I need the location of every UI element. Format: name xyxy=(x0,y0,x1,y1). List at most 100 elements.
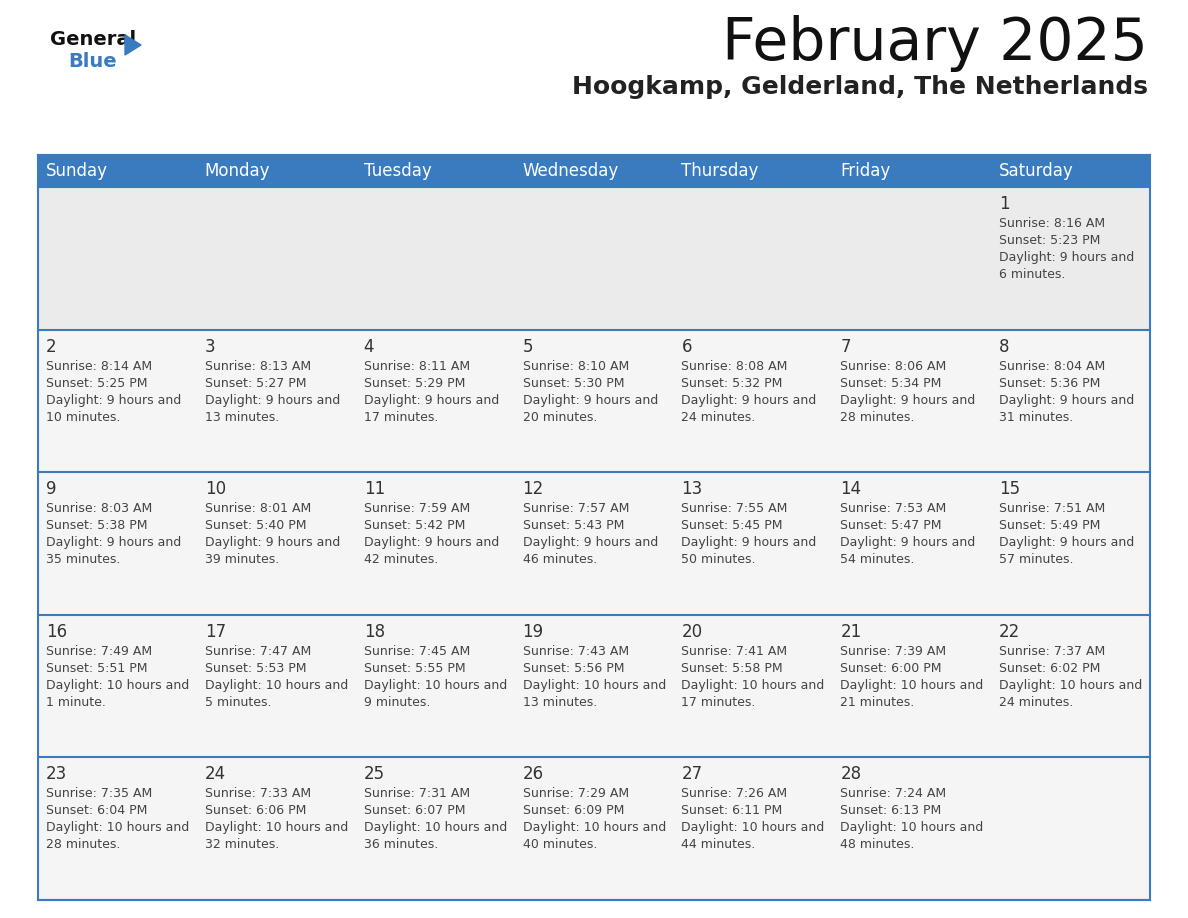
Text: Daylight: 9 hours and: Daylight: 9 hours and xyxy=(840,536,975,549)
Text: 9: 9 xyxy=(46,480,57,498)
Text: Daylight: 9 hours and: Daylight: 9 hours and xyxy=(840,394,975,407)
Bar xyxy=(38,155,1150,187)
Bar xyxy=(674,615,833,757)
Text: Daylight: 9 hours and: Daylight: 9 hours and xyxy=(46,394,182,407)
Text: Sunset: 5:38 PM: Sunset: 5:38 PM xyxy=(46,520,147,532)
Text: 13 minutes.: 13 minutes. xyxy=(523,696,596,709)
Text: Daylight: 9 hours and: Daylight: 9 hours and xyxy=(46,536,182,549)
Text: Sunset: 6:00 PM: Sunset: 6:00 PM xyxy=(840,662,942,675)
Text: Daylight: 10 hours and: Daylight: 10 hours and xyxy=(364,822,507,834)
Text: Sunrise: 7:47 AM: Sunrise: 7:47 AM xyxy=(204,644,311,658)
Text: 46 minutes.: 46 minutes. xyxy=(523,554,596,566)
Text: Saturday: Saturday xyxy=(999,162,1074,180)
Bar xyxy=(355,757,514,900)
Bar xyxy=(38,757,197,900)
Text: Sunset: 5:58 PM: Sunset: 5:58 PM xyxy=(682,662,783,675)
Text: Sunset: 5:32 PM: Sunset: 5:32 PM xyxy=(682,376,783,389)
Text: 14: 14 xyxy=(840,480,861,498)
Text: 27: 27 xyxy=(682,766,702,783)
Text: Sunrise: 7:41 AM: Sunrise: 7:41 AM xyxy=(682,644,788,658)
Text: 7: 7 xyxy=(840,338,851,355)
Text: Wednesday: Wednesday xyxy=(523,162,619,180)
Text: General: General xyxy=(50,30,137,49)
Text: Daylight: 9 hours and: Daylight: 9 hours and xyxy=(999,394,1135,407)
Bar xyxy=(674,330,833,472)
Bar xyxy=(514,330,674,472)
Text: Sunset: 5:36 PM: Sunset: 5:36 PM xyxy=(999,376,1100,389)
Text: Sunrise: 7:39 AM: Sunrise: 7:39 AM xyxy=(840,644,947,658)
Text: 22: 22 xyxy=(999,622,1020,641)
Text: 9 minutes.: 9 minutes. xyxy=(364,696,430,709)
Bar xyxy=(38,615,197,757)
Bar xyxy=(833,615,991,757)
Text: 57 minutes.: 57 minutes. xyxy=(999,554,1074,566)
Text: 13 minutes.: 13 minutes. xyxy=(204,410,279,423)
Text: Sunrise: 7:26 AM: Sunrise: 7:26 AM xyxy=(682,788,788,800)
Text: Daylight: 10 hours and: Daylight: 10 hours and xyxy=(840,822,984,834)
Text: Sunset: 5:56 PM: Sunset: 5:56 PM xyxy=(523,662,624,675)
Bar xyxy=(674,187,833,330)
Text: Daylight: 10 hours and: Daylight: 10 hours and xyxy=(46,822,189,834)
Text: 24 minutes.: 24 minutes. xyxy=(682,410,756,423)
Text: Sunset: 6:02 PM: Sunset: 6:02 PM xyxy=(999,662,1100,675)
Text: Daylight: 9 hours and: Daylight: 9 hours and xyxy=(204,394,340,407)
Text: Sunset: 5:30 PM: Sunset: 5:30 PM xyxy=(523,376,624,389)
Text: Daylight: 9 hours and: Daylight: 9 hours and xyxy=(364,394,499,407)
Bar xyxy=(991,615,1150,757)
Text: Sunrise: 7:45 AM: Sunrise: 7:45 AM xyxy=(364,644,470,658)
Text: Sunset: 6:07 PM: Sunset: 6:07 PM xyxy=(364,804,466,817)
Bar xyxy=(38,330,197,472)
Bar xyxy=(991,472,1150,615)
Text: Sunrise: 7:57 AM: Sunrise: 7:57 AM xyxy=(523,502,628,515)
Text: Daylight: 10 hours and: Daylight: 10 hours and xyxy=(204,822,348,834)
Text: Sunset: 6:11 PM: Sunset: 6:11 PM xyxy=(682,804,783,817)
Text: Daylight: 10 hours and: Daylight: 10 hours and xyxy=(204,678,348,692)
Text: Hoogkamp, Gelderland, The Netherlands: Hoogkamp, Gelderland, The Netherlands xyxy=(571,75,1148,99)
Text: 48 minutes.: 48 minutes. xyxy=(840,838,915,851)
Text: Daylight: 10 hours and: Daylight: 10 hours and xyxy=(999,678,1143,692)
Text: Sunset: 6:04 PM: Sunset: 6:04 PM xyxy=(46,804,147,817)
Bar xyxy=(355,615,514,757)
Text: 17 minutes.: 17 minutes. xyxy=(682,696,756,709)
Text: 12: 12 xyxy=(523,480,544,498)
Text: Daylight: 9 hours and: Daylight: 9 hours and xyxy=(204,536,340,549)
Text: Sunset: 5:53 PM: Sunset: 5:53 PM xyxy=(204,662,307,675)
Text: Sunrise: 7:37 AM: Sunrise: 7:37 AM xyxy=(999,644,1105,658)
Text: 15: 15 xyxy=(999,480,1020,498)
Text: 50 minutes.: 50 minutes. xyxy=(682,554,756,566)
Text: Sunset: 5:55 PM: Sunset: 5:55 PM xyxy=(364,662,466,675)
Text: Sunrise: 8:06 AM: Sunrise: 8:06 AM xyxy=(840,360,947,373)
Text: 26: 26 xyxy=(523,766,544,783)
Text: Sunrise: 8:03 AM: Sunrise: 8:03 AM xyxy=(46,502,152,515)
Text: Sunrise: 7:43 AM: Sunrise: 7:43 AM xyxy=(523,644,628,658)
Text: Daylight: 10 hours and: Daylight: 10 hours and xyxy=(682,678,824,692)
Text: 54 minutes.: 54 minutes. xyxy=(840,554,915,566)
Text: Daylight: 9 hours and: Daylight: 9 hours and xyxy=(523,536,658,549)
Text: Sunrise: 8:10 AM: Sunrise: 8:10 AM xyxy=(523,360,628,373)
Bar xyxy=(674,757,833,900)
Bar xyxy=(38,187,197,330)
Text: Daylight: 10 hours and: Daylight: 10 hours and xyxy=(523,822,665,834)
Text: Thursday: Thursday xyxy=(682,162,759,180)
Text: Daylight: 9 hours and: Daylight: 9 hours and xyxy=(523,394,658,407)
Text: Sunset: 5:51 PM: Sunset: 5:51 PM xyxy=(46,662,147,675)
Text: Sunset: 6:13 PM: Sunset: 6:13 PM xyxy=(840,804,942,817)
Text: Daylight: 10 hours and: Daylight: 10 hours and xyxy=(46,678,189,692)
Bar xyxy=(514,472,674,615)
Text: Sunset: 5:40 PM: Sunset: 5:40 PM xyxy=(204,520,307,532)
Text: 17: 17 xyxy=(204,622,226,641)
Text: Sunrise: 8:14 AM: Sunrise: 8:14 AM xyxy=(46,360,152,373)
Bar xyxy=(833,757,991,900)
Text: Sunrise: 7:59 AM: Sunrise: 7:59 AM xyxy=(364,502,470,515)
Text: 3: 3 xyxy=(204,338,215,355)
Text: Sunset: 5:25 PM: Sunset: 5:25 PM xyxy=(46,376,147,389)
Text: 4: 4 xyxy=(364,338,374,355)
Bar xyxy=(833,330,991,472)
Text: Sunrise: 8:08 AM: Sunrise: 8:08 AM xyxy=(682,360,788,373)
Text: 10: 10 xyxy=(204,480,226,498)
Text: Sunrise: 7:24 AM: Sunrise: 7:24 AM xyxy=(840,788,947,800)
Bar xyxy=(991,757,1150,900)
Bar xyxy=(833,472,991,615)
Text: Daylight: 9 hours and: Daylight: 9 hours and xyxy=(999,536,1135,549)
Text: Sunrise: 7:35 AM: Sunrise: 7:35 AM xyxy=(46,788,152,800)
